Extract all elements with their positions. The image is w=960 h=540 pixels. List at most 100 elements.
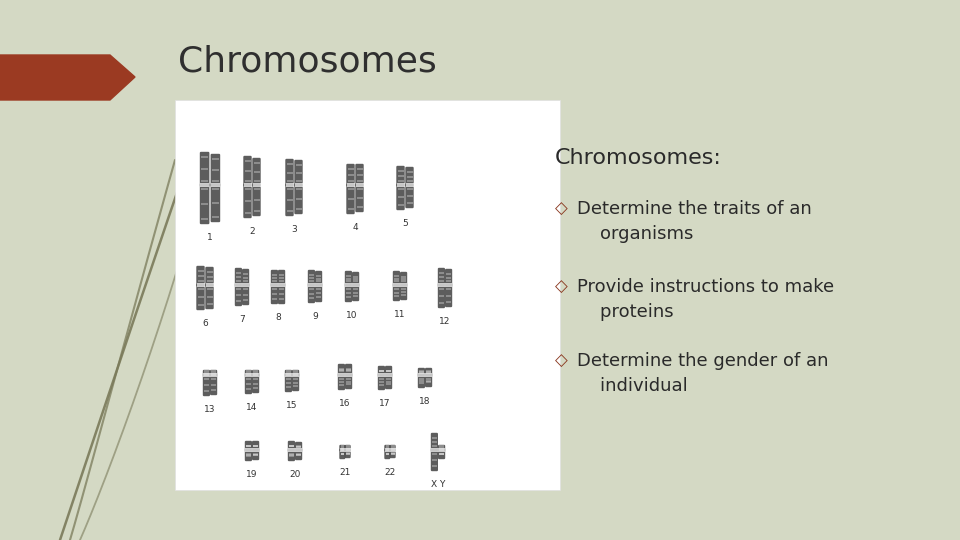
Bar bbox=[316, 288, 321, 290]
Bar bbox=[405, 183, 414, 187]
Bar bbox=[272, 293, 276, 295]
Bar bbox=[204, 370, 209, 372]
Bar bbox=[397, 175, 403, 177]
FancyBboxPatch shape bbox=[288, 441, 295, 451]
Text: Chromosomes: Chromosomes bbox=[178, 45, 437, 79]
Bar bbox=[378, 373, 385, 377]
Bar bbox=[286, 378, 291, 380]
Bar bbox=[385, 373, 392, 377]
FancyBboxPatch shape bbox=[345, 364, 352, 376]
Text: 16: 16 bbox=[339, 399, 350, 408]
Text: 5: 5 bbox=[402, 219, 408, 228]
Bar bbox=[309, 293, 314, 294]
Bar bbox=[438, 448, 445, 452]
Bar bbox=[439, 272, 444, 274]
Bar bbox=[401, 291, 406, 293]
Bar bbox=[347, 370, 351, 372]
Bar bbox=[446, 273, 451, 275]
FancyBboxPatch shape bbox=[400, 284, 407, 300]
Bar bbox=[347, 368, 351, 370]
Bar bbox=[356, 188, 363, 190]
Bar bbox=[432, 445, 437, 447]
FancyBboxPatch shape bbox=[418, 368, 425, 376]
Bar bbox=[353, 280, 358, 282]
Bar bbox=[252, 373, 259, 377]
Bar bbox=[386, 370, 391, 372]
Bar bbox=[212, 202, 219, 204]
Bar bbox=[253, 445, 258, 447]
FancyBboxPatch shape bbox=[278, 284, 285, 304]
Bar bbox=[440, 453, 444, 455]
Bar bbox=[210, 373, 217, 377]
Bar bbox=[346, 453, 349, 455]
Bar bbox=[394, 278, 398, 280]
Bar bbox=[386, 453, 389, 455]
Bar bbox=[297, 454, 301, 456]
Bar bbox=[426, 371, 431, 373]
Bar bbox=[212, 158, 219, 160]
Text: Determine the gender of an
    individual: Determine the gender of an individual bbox=[577, 352, 828, 395]
Text: 22: 22 bbox=[384, 468, 396, 477]
Text: 7: 7 bbox=[239, 315, 245, 324]
Bar bbox=[432, 453, 437, 455]
Text: 15: 15 bbox=[286, 401, 298, 410]
Text: 10: 10 bbox=[347, 311, 358, 320]
Bar bbox=[236, 288, 241, 290]
Bar bbox=[292, 373, 299, 377]
FancyBboxPatch shape bbox=[405, 167, 414, 186]
Bar bbox=[446, 294, 451, 296]
Bar bbox=[200, 183, 209, 187]
Bar bbox=[211, 370, 216, 372]
FancyBboxPatch shape bbox=[288, 449, 295, 461]
Bar bbox=[401, 276, 406, 278]
FancyBboxPatch shape bbox=[203, 374, 210, 396]
FancyBboxPatch shape bbox=[196, 266, 204, 286]
Bar bbox=[253, 382, 258, 384]
FancyBboxPatch shape bbox=[295, 449, 302, 460]
FancyBboxPatch shape bbox=[308, 284, 315, 303]
Bar bbox=[356, 206, 363, 208]
FancyBboxPatch shape bbox=[425, 374, 432, 387]
Bar bbox=[211, 378, 216, 380]
Bar bbox=[297, 453, 301, 455]
Bar bbox=[386, 447, 389, 449]
Bar bbox=[386, 449, 389, 451]
FancyBboxPatch shape bbox=[243, 156, 252, 186]
FancyBboxPatch shape bbox=[431, 433, 438, 451]
FancyBboxPatch shape bbox=[445, 284, 452, 307]
FancyBboxPatch shape bbox=[200, 184, 209, 224]
Bar bbox=[397, 196, 403, 198]
Bar bbox=[347, 383, 351, 385]
FancyBboxPatch shape bbox=[396, 166, 405, 186]
FancyBboxPatch shape bbox=[378, 366, 385, 376]
Bar bbox=[197, 283, 204, 287]
Bar bbox=[391, 445, 395, 447]
Bar bbox=[279, 288, 284, 290]
Bar bbox=[379, 384, 384, 386]
Text: 18: 18 bbox=[420, 397, 431, 406]
FancyBboxPatch shape bbox=[393, 284, 400, 301]
Bar bbox=[346, 373, 352, 377]
Bar bbox=[235, 283, 242, 287]
Bar bbox=[246, 383, 251, 385]
Bar bbox=[246, 388, 251, 390]
Bar bbox=[386, 378, 391, 380]
Bar bbox=[212, 188, 219, 190]
Bar bbox=[341, 447, 344, 449]
Bar bbox=[279, 280, 284, 282]
Text: 20: 20 bbox=[289, 470, 300, 479]
FancyBboxPatch shape bbox=[378, 374, 385, 390]
FancyBboxPatch shape bbox=[210, 154, 220, 186]
Bar bbox=[426, 380, 431, 381]
Bar bbox=[253, 454, 258, 456]
FancyBboxPatch shape bbox=[205, 284, 214, 309]
Bar bbox=[246, 445, 251, 447]
Bar bbox=[348, 180, 353, 182]
Bar bbox=[394, 280, 398, 282]
Bar bbox=[419, 370, 423, 372]
Bar bbox=[253, 180, 259, 182]
Bar bbox=[253, 454, 258, 456]
Bar bbox=[246, 454, 251, 456]
FancyBboxPatch shape bbox=[345, 449, 350, 458]
Text: 6: 6 bbox=[203, 319, 208, 328]
